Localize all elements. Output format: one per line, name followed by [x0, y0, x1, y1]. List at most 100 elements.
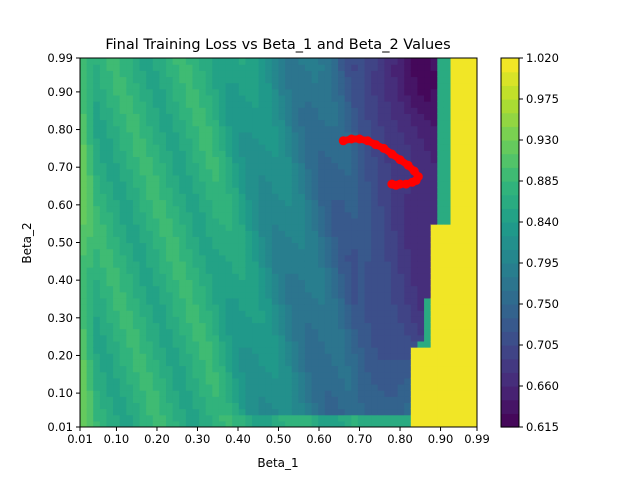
- contour-cell: [238, 230, 247, 237]
- contour-cell: [450, 371, 458, 379]
- contour-cell: [430, 119, 438, 127]
- contour-cell: [364, 310, 372, 317]
- contour-cell: [390, 125, 399, 133]
- colorbar-band: [501, 263, 519, 278]
- contour-cell: [265, 217, 273, 225]
- contour-cell: [450, 162, 458, 170]
- contour-cell: [357, 101, 366, 108]
- contour-cell: [212, 371, 220, 379]
- contour-cell: [172, 377, 180, 385]
- contour-cell: [417, 125, 425, 133]
- contour-cell: [238, 267, 247, 274]
- contour-cell: [225, 359, 233, 367]
- contour-cell: [298, 347, 306, 354]
- contour-cell: [470, 291, 477, 299]
- contour-cell: [344, 291, 352, 299]
- contour-cell: [166, 242, 174, 250]
- contour-cell: [470, 279, 477, 287]
- contour-cell: [132, 310, 141, 317]
- contour-cell: [258, 310, 266, 317]
- contour-cell: [146, 322, 154, 330]
- contour-cell: [166, 174, 174, 182]
- contour-cell: [126, 119, 134, 127]
- contour-cell: [271, 322, 280, 330]
- contour-cell: [463, 334, 471, 342]
- contour-cell: [225, 291, 233, 299]
- contour-cell: [185, 420, 194, 427]
- contour-cell: [331, 230, 339, 237]
- contour-cell: [271, 193, 280, 201]
- contour-cell: [357, 273, 366, 280]
- contour-cell: [159, 414, 167, 422]
- contour-cell: [364, 248, 372, 256]
- contour-cell: [351, 199, 359, 207]
- contour-cell: [463, 267, 471, 274]
- contour-cell: [404, 64, 412, 71]
- contour-cell: [271, 101, 280, 108]
- contour-cell: [457, 396, 465, 403]
- contour-cell: [106, 236, 114, 244]
- contour-cell: [457, 310, 465, 317]
- contour-cell: [172, 279, 180, 287]
- contour-cell: [212, 187, 220, 194]
- contour-cell: [417, 94, 425, 102]
- contour-cell: [172, 199, 180, 207]
- contour-cell: [212, 94, 220, 102]
- contour-cell: [404, 273, 412, 280]
- contour-cell: [331, 82, 339, 90]
- contour-cell: [371, 316, 379, 324]
- contour-cell: [205, 187, 213, 194]
- contour-cell: [470, 88, 477, 96]
- contour-cell: [285, 58, 293, 65]
- contour-cell: [311, 365, 319, 373]
- contour-cell: [212, 205, 220, 213]
- contour-cell: [390, 107, 399, 114]
- contour-cell: [225, 242, 233, 250]
- contour-cell: [132, 297, 141, 305]
- contour-cell: [199, 359, 207, 367]
- contour-cell: [463, 359, 471, 367]
- contour-cell: [450, 285, 458, 293]
- contour-cell: [258, 414, 266, 422]
- colorbar-band: [501, 235, 519, 250]
- contour-cell: [371, 334, 379, 342]
- contour-cell: [152, 316, 160, 324]
- contour-cell: [331, 420, 339, 427]
- contour-cell: [331, 291, 339, 299]
- contour-cell: [132, 334, 141, 342]
- contour-cell: [364, 371, 372, 379]
- contour-cell: [166, 273, 174, 280]
- contour-cell: [139, 131, 147, 139]
- contour-cell: [192, 76, 200, 84]
- contour-cell: [285, 119, 293, 127]
- contour-cell: [271, 199, 280, 207]
- contour-cell: [225, 217, 233, 225]
- contour-cell: [199, 137, 207, 145]
- y-tick-label: 0.40: [47, 273, 73, 287]
- contour-cell: [390, 168, 399, 176]
- contour-cell: [238, 340, 247, 348]
- contour-cell: [132, 187, 141, 194]
- contour-cell: [146, 390, 154, 397]
- contour-cell: [185, 285, 194, 293]
- contour-cell: [132, 94, 141, 102]
- contour-cell: [99, 199, 108, 207]
- contour-cell: [99, 390, 108, 397]
- contour-cell: [192, 377, 200, 385]
- contour-cell: [218, 267, 227, 274]
- contour-cell: [159, 156, 167, 164]
- contour-cell: [126, 377, 134, 385]
- contour-cell: [397, 137, 405, 145]
- contour-cell: [331, 340, 339, 348]
- contour-cell: [371, 230, 379, 237]
- contour-cell: [291, 101, 299, 108]
- contour-cell: [185, 70, 194, 78]
- contour-cell: [338, 107, 346, 114]
- contour-cell: [430, 347, 438, 354]
- contour-cell: [139, 187, 147, 194]
- contour-cell: [126, 187, 134, 194]
- contour-cell: [238, 383, 247, 391]
- contour-cell: [357, 113, 366, 121]
- contour-cell: [291, 254, 299, 262]
- contour-cell: [344, 181, 352, 188]
